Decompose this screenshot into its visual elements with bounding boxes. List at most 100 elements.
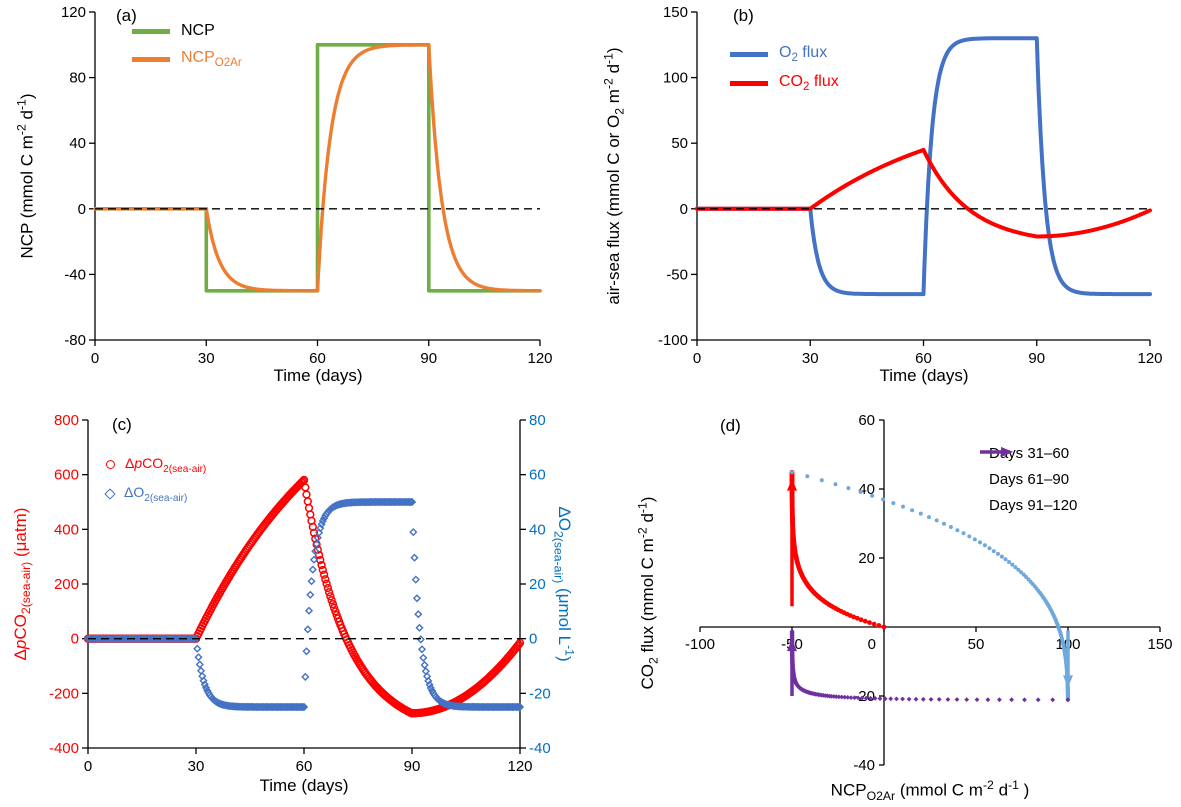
tick-label: 30 bbox=[802, 350, 819, 367]
tick-label: -200 bbox=[49, 685, 79, 702]
line-swatch bbox=[132, 56, 170, 62]
tick-label: 20 bbox=[858, 550, 875, 567]
series-days_91_120 bbox=[789, 628, 1071, 703]
panel-d-letter: (d) bbox=[720, 416, 741, 435]
tick-label: 40 bbox=[858, 481, 875, 498]
tick-label: 80 bbox=[69, 70, 86, 87]
flow-arrow-head bbox=[787, 478, 797, 491]
panel-c-x-axis-title: Time (days) bbox=[259, 776, 349, 795]
tick-label: 0 bbox=[78, 201, 86, 218]
legend-item: O2 flux bbox=[730, 44, 839, 64]
tick-label: 120 bbox=[507, 758, 532, 775]
panel-b-x-axis-title: Time (days) bbox=[879, 366, 969, 385]
tick-label: -100 bbox=[685, 636, 715, 653]
panel-c-left-y-axis-title: ΔpCO2(sea-air) (μatm) bbox=[10, 507, 34, 661]
tick-label: 120 bbox=[61, 4, 86, 21]
panel-c-legend: ΔpCO2(sea-air) ΔO2(sea-air) bbox=[104, 455, 206, 504]
line-swatch bbox=[730, 80, 768, 86]
series-co2_flux bbox=[695, 147, 1152, 239]
legend-label: ΔpCO2(sea-air) bbox=[125, 455, 207, 475]
tick-label: 20 bbox=[529, 576, 546, 593]
panel-d-y-axis-title: CO2 flux (mmol C m-2 d-1) bbox=[635, 496, 661, 690]
legend-label: Days 31–60 bbox=[989, 445, 1070, 462]
tick-label: 0 bbox=[680, 201, 688, 218]
legend-label: Days 61–90 bbox=[989, 471, 1070, 488]
tick-label: -40 bbox=[853, 757, 875, 774]
panel-c: 0 30 60 90 120 -400 -200 0 200 400 600 800 -40 -20 0 20… bbox=[0, 403, 590, 807]
tick-label: -40 bbox=[64, 266, 86, 283]
tick-label: 200 bbox=[54, 576, 79, 593]
tick-label: -20 bbox=[853, 688, 875, 705]
tick-label: 400 bbox=[54, 521, 79, 538]
chart-b-canvas: 0 30 60 90 120 -100 -50 0 50 100 150 bbox=[658, 4, 1163, 367]
tick-label: 0 bbox=[529, 631, 537, 648]
tick-label: 0 bbox=[71, 631, 79, 648]
tick-label: 90 bbox=[420, 350, 437, 367]
tick-label: 600 bbox=[54, 467, 79, 484]
tick-label: 90 bbox=[1028, 350, 1045, 367]
tick-label: 0 bbox=[91, 350, 99, 367]
tick-label: -400 bbox=[49, 740, 79, 757]
panel-d-x-axis-title: NCPO2Ar (mmol C m-2 d-1 ) bbox=[830, 778, 1030, 804]
tick-label: 40 bbox=[69, 135, 86, 152]
tick-label: -40 bbox=[529, 740, 551, 757]
tick-label: 40 bbox=[529, 521, 546, 538]
legend-label: CO2 flux bbox=[779, 73, 839, 94]
flow-arrow-head bbox=[787, 639, 797, 652]
tick-label: 800 bbox=[54, 412, 79, 429]
chart-a-canvas: 0 30 60 90 120 -80 -40 0 40 80 120 bbox=[61, 4, 553, 367]
tick-label: 150 bbox=[663, 4, 688, 21]
legend-label: ΔO2(sea-air) bbox=[124, 483, 188, 504]
tick-label: -100 bbox=[658, 332, 688, 349]
tick-label: -80 bbox=[64, 332, 86, 349]
line-swatch bbox=[730, 51, 768, 57]
panel-b-letter: (b) bbox=[733, 6, 754, 25]
legend-item: Days 91–120 bbox=[978, 447, 1078, 514]
series-ncp_o2ar bbox=[93, 43, 542, 293]
legend-label: NCPO2Ar bbox=[181, 49, 242, 70]
tick-label: 120 bbox=[1137, 350, 1162, 367]
panel-a-y-axis-title: NCP (mmol C m-2 d-1) bbox=[14, 93, 37, 259]
legend-item: NCP bbox=[132, 22, 242, 40]
tick-label: 80 bbox=[529, 412, 546, 429]
panel-b-legend: O2 flux CO2 flux bbox=[730, 44, 839, 93]
legend-label: NCP bbox=[181, 22, 215, 39]
panel-b-y-axis-title: air-sea flux (mmol C or O2 m-2 d-1) bbox=[601, 47, 627, 305]
tick-label: 30 bbox=[188, 758, 205, 775]
panel-a: 0 30 60 90 120 -80 -40 0 40 80 120 (a) NCP (mmol C… bbox=[0, 0, 590, 403]
legend-item: ΔpCO2(sea-air) bbox=[106, 455, 206, 475]
tick-label: 30 bbox=[198, 350, 215, 367]
legend-label: O2 flux bbox=[779, 44, 828, 65]
tick-label: -20 bbox=[529, 685, 551, 702]
legend-item: Days 61–90 bbox=[978, 447, 1077, 488]
legend-label: Days 91–120 bbox=[989, 497, 1078, 514]
tick-label: 0 bbox=[84, 758, 92, 775]
tick-label: 0 bbox=[693, 350, 701, 367]
panel-b: 0 30 60 90 120 -100 -50 0 50 100 150 (b) air-sea f… bbox=[590, 0, 1181, 403]
tick-label: 50 bbox=[671, 135, 688, 152]
tick-label: 0 bbox=[868, 636, 876, 653]
tick-label: 100 bbox=[663, 70, 688, 87]
tick-label: 60 bbox=[529, 467, 546, 484]
panel-a-x-axis-title: Time (days) bbox=[273, 366, 363, 385]
legend-item: NCPO2Ar bbox=[132, 49, 242, 69]
flow-arrow-head bbox=[1063, 675, 1073, 688]
tick-label: 60 bbox=[858, 412, 875, 429]
panel-a-letter: (a) bbox=[116, 6, 137, 25]
tick-label: 60 bbox=[915, 350, 932, 367]
panel-a-legend: NCP NCPO2Ar bbox=[132, 22, 242, 69]
tick-label: 60 bbox=[296, 758, 313, 775]
line-swatch bbox=[132, 28, 170, 34]
circle-swatch bbox=[106, 460, 115, 470]
panel-c-letter: (c) bbox=[112, 415, 132, 434]
legend-item: ΔO2(sea-air) bbox=[104, 483, 206, 504]
panel-c-right-y-axis-title: ΔO2(sea-air) (μmol L-1) bbox=[551, 506, 577, 662]
tick-label: 50 bbox=[968, 636, 985, 653]
tick-label: -50 bbox=[666, 266, 688, 283]
legend-item: CO2 flux bbox=[730, 73, 839, 93]
series-dpco2 bbox=[83, 475, 525, 718]
tick-label: 90 bbox=[404, 758, 421, 775]
diamond-swatch bbox=[104, 488, 116, 500]
